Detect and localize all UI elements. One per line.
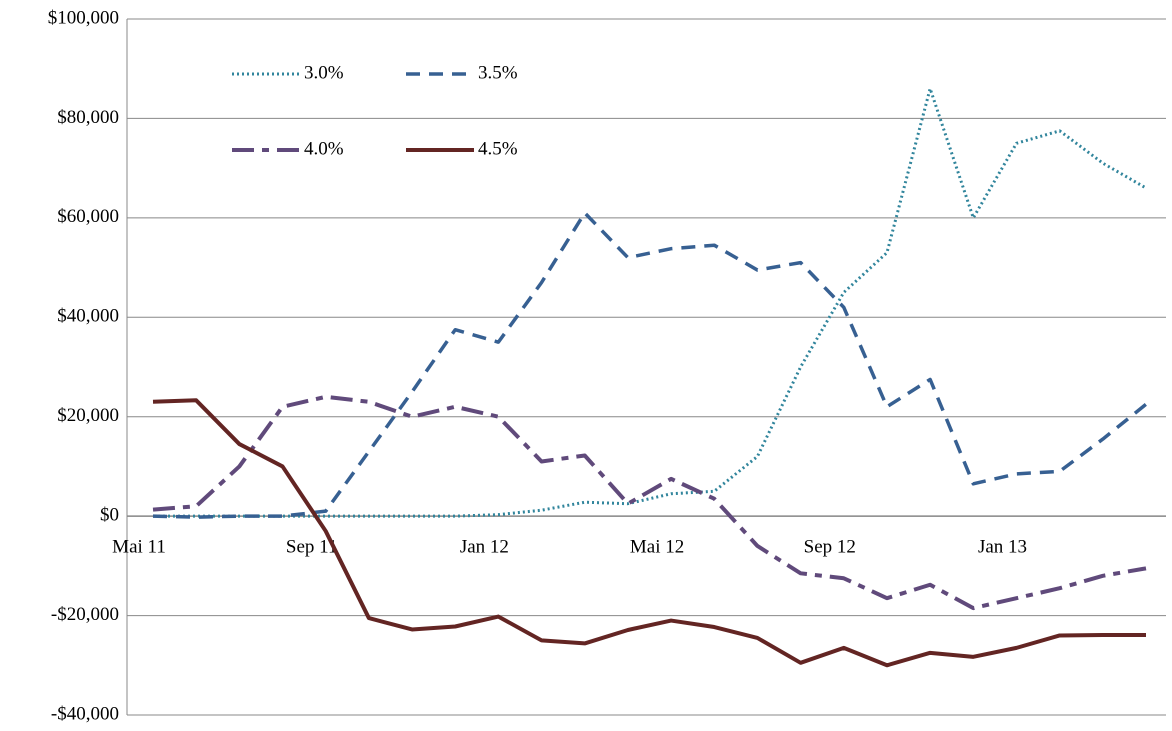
legend-label: 4.0% (304, 138, 344, 159)
y-tick-label: $100,000 (48, 7, 119, 28)
legend-label: 3.5% (478, 62, 518, 83)
x-tick-label: Mai 12 (630, 537, 684, 558)
x-tick-label: Sep 12 (804, 537, 856, 558)
y-tick-label: -$40,000 (51, 703, 119, 724)
y-tick-label: $0 (100, 505, 119, 526)
x-tick-label: Jan 12 (460, 537, 509, 558)
x-tick-label: Mai 11 (112, 537, 166, 558)
series-line (152, 211, 1148, 519)
x-tick-label: Sep 11 (286, 537, 338, 558)
y-tick-label: $60,000 (57, 206, 119, 227)
y-tick-label: $80,000 (57, 107, 119, 128)
series-line (153, 87, 1147, 518)
y-tick-label: $40,000 (57, 306, 119, 327)
series-line (152, 394, 1147, 611)
y-tick-label: $20,000 (57, 405, 119, 426)
legend-label: 4.5% (478, 138, 518, 159)
series-line (152, 398, 1146, 668)
legend-label: 3.0% (304, 62, 344, 83)
x-tick-label: Jan 13 (978, 537, 1027, 558)
y-tick-label: -$20,000 (51, 604, 119, 625)
